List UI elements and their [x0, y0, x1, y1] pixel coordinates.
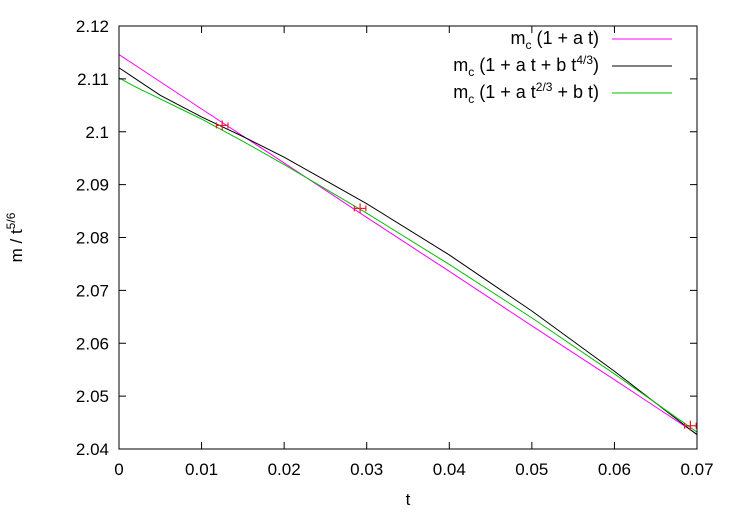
legend-label-text: (1 + a t) — [531, 28, 599, 48]
series-line-0 — [118, 54, 698, 435]
x-tick-label: 0.02 — [268, 460, 301, 479]
legend-label-2: mc (1 + a t2/3 + b t) — [453, 80, 599, 106]
legend-label-main: m — [510, 28, 525, 48]
legend: mc (1 + a t)mc (1 + a t + b t4/3)mc (1 +… — [453, 28, 672, 106]
legend-entry-1: mc (1 + a t + b t4/3) — [453, 53, 672, 79]
legend-label-main: m — [453, 82, 468, 102]
data-point — [353, 203, 367, 214]
x-tick-label: 0.07 — [680, 460, 713, 479]
legend-label-text: (1 + a t + b t — [474, 55, 576, 75]
legend-label-subscript: c — [525, 38, 531, 52]
x-tick-label: 0.06 — [598, 460, 631, 479]
y-tick-label: 2.06 — [76, 334, 109, 353]
data-point — [684, 420, 697, 431]
x-tick-label: 0 — [114, 460, 123, 479]
legend-label-exponent: 4/3 — [576, 53, 593, 67]
y-tick-label: 2.1 — [85, 123, 109, 142]
legend-label-text: (1 + a t — [474, 82, 536, 102]
series-line-1 — [118, 67, 698, 436]
y-tick-label: 2.07 — [76, 281, 109, 300]
y-tick-label: 2.04 — [76, 440, 109, 459]
legend-entry-2: mc (1 + a t2/3 + b t) — [453, 80, 672, 106]
plot-marks — [118, 54, 698, 436]
legend-label-subscript: c — [468, 65, 474, 79]
series-line-2 — [118, 77, 698, 433]
x-tick-label: 0.01 — [185, 460, 218, 479]
legend-label-exponent: 2/3 — [536, 80, 553, 94]
legend-label-text: ) — [593, 55, 599, 75]
y-axis-label: m / t5/6 — [4, 212, 26, 262]
legend-label-text: + b t) — [552, 82, 599, 102]
y-tick-label: 2.12 — [76, 17, 109, 36]
y-tick-label: 2.08 — [76, 229, 109, 248]
legend-entry-0: mc (1 + a t) — [510, 28, 672, 52]
plot-frame — [118, 25, 698, 450]
axis-ticks: 0 0.01 0.02 0.03 0.04 0.05 0.06 0.07 2.04 2.05 2.0… — [76, 17, 714, 479]
legend-label-0: mc (1 + a t) — [510, 28, 599, 52]
y-tick-label: 2.05 — [76, 387, 109, 406]
y-tick-label: 2.09 — [76, 176, 109, 195]
x-tick-label: 0.03 — [350, 460, 383, 479]
y-axis-label-exponent: 5/6 — [4, 212, 18, 229]
legend-label-main: m — [453, 55, 468, 75]
y-axis-label-main: m / t — [7, 229, 26, 262]
x-tick-label: 0.05 — [515, 460, 548, 479]
x-tick-label: 0.04 — [433, 460, 466, 479]
legend-label-subscript: c — [468, 92, 474, 106]
data-point — [215, 120, 229, 131]
legend-label-1: mc (1 + a t + b t4/3) — [453, 53, 599, 79]
x-axis-label: t — [406, 490, 411, 509]
y-tick-label: 2.11 — [77, 70, 109, 89]
